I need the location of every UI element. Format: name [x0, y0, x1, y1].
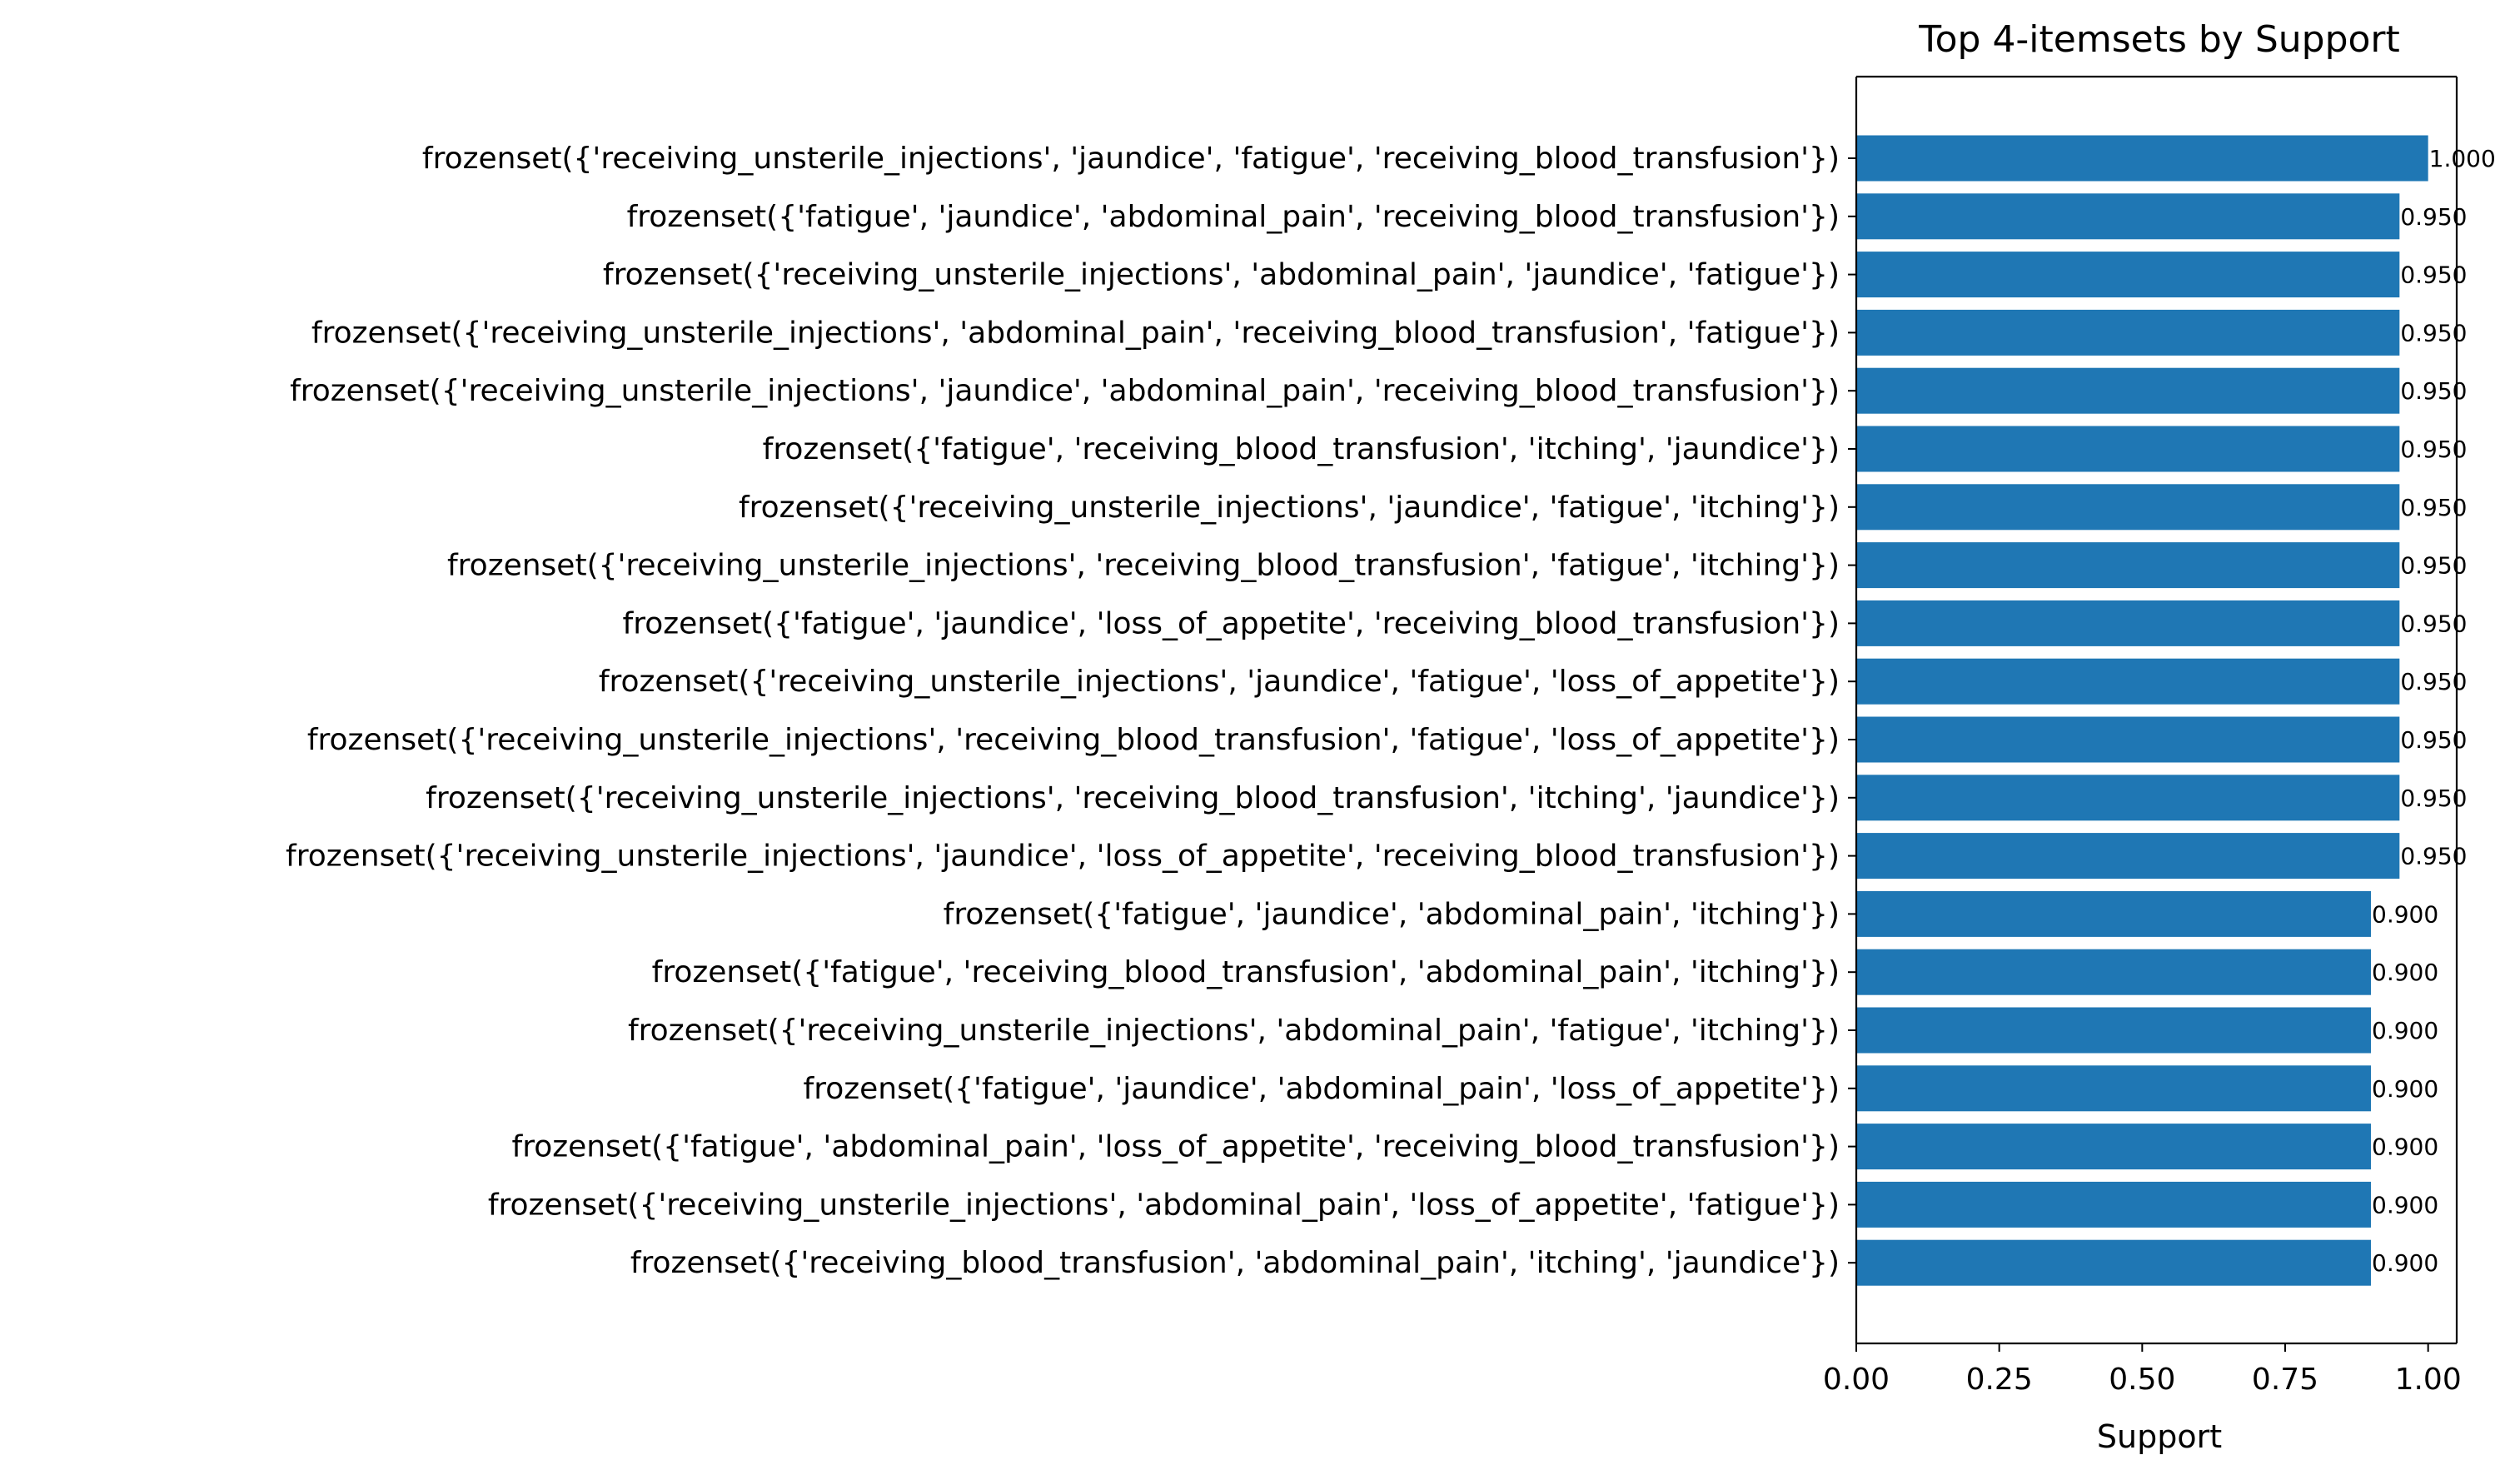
category-label: frozenset({'receiving_unsterile_injectio…	[599, 665, 1840, 699]
category-label: frozenset({'receiving_unsterile_injectio…	[290, 374, 1840, 408]
bar-value-label: 1.000	[2429, 145, 2496, 172]
category-label: frozenset({'receiving_unsterile_injectio…	[739, 491, 1840, 525]
bar-value-label: 0.900	[2372, 959, 2438, 986]
bar-5	[1856, 367, 2400, 414]
bar-value-label: 0.900	[2372, 1017, 2438, 1044]
category-label: frozenset({'receiving_unsterile_injectio…	[286, 840, 1840, 874]
bar-value-label: 0.900	[2372, 1134, 2438, 1161]
bar-1	[1856, 135, 2428, 182]
bar-7	[1856, 484, 2400, 531]
chart-title: Top 4-itemsets by Support	[1918, 18, 2400, 61]
bar-3	[1856, 252, 2400, 298]
bar-16	[1856, 1007, 2371, 1054]
bar-17	[1856, 1065, 2371, 1112]
bar-8	[1856, 542, 2400, 589]
category-label: frozenset({'receiving_unsterile_injectio…	[603, 258, 1840, 292]
category-label: frozenset({'fatigue', 'receiving_blood_t…	[652, 955, 1840, 989]
x-ticks-layer: 0.00 0.25 0.50 0.75 1.00	[1823, 1343, 2462, 1397]
category-label: frozenset({'receiving_unsterile_injectio…	[628, 1014, 1840, 1048]
x-tick-label: 0.75	[2252, 1363, 2318, 1397]
bar-value-label: 0.900	[2372, 1075, 2438, 1103]
bar-10	[1856, 658, 2400, 705]
x-tick-label: 1.00	[2395, 1363, 2462, 1397]
category-label: frozenset({'receiving_unsterile_injectio…	[311, 316, 1840, 350]
bar-20	[1856, 1239, 2371, 1286]
bar-13	[1856, 833, 2400, 880]
category-label: frozenset({'receiving_unsterile_injectio…	[488, 1188, 1840, 1222]
axes-layer	[1855, 75, 2458, 1345]
category-label: frozenset({'receiving_unsterile_injectio…	[426, 781, 1840, 815]
bar-value-label: 0.900	[2372, 1191, 2438, 1218]
x-tick-label: 0.50	[2109, 1363, 2175, 1397]
bar-6	[1856, 426, 2400, 472]
category-label: frozenset({'fatigue', 'jaundice', 'abdom…	[804, 1072, 1840, 1106]
bar-11	[1856, 716, 2400, 763]
bar-15	[1856, 949, 2371, 995]
category-label: frozenset({'fatigue', 'jaundice', 'abdom…	[627, 200, 1840, 234]
category-label: frozenset({'fatigue', 'receiving_blood_t…	[763, 432, 1840, 466]
bar-value-label: 0.900	[2372, 900, 2438, 928]
category-labels-layer: frozenset({'receiving_unsterile_injectio…	[286, 142, 1856, 1280]
x-tick-label: 0.25	[1966, 1363, 2033, 1397]
category-label: frozenset({'fatigue', 'abdominal_pain', …	[512, 1130, 1840, 1164]
category-label: frozenset({'receiving_unsterile_injectio…	[422, 142, 1840, 176]
bar-value-label: 0.900	[2372, 1249, 2438, 1277]
category-label: frozenset({'receiving_blood_transfusion'…	[630, 1246, 1840, 1280]
category-label: frozenset({'fatigue', 'jaundice', 'abdom…	[944, 897, 1840, 931]
category-label: frozenset({'receiving_unsterile_injectio…	[307, 723, 1840, 757]
category-label: frozenset({'fatigue', 'jaundice', 'loss_…	[623, 606, 1840, 640]
bar-19	[1856, 1181, 2371, 1228]
bars-layer	[1856, 135, 2428, 1286]
bar-14	[1856, 890, 2371, 937]
x-tick-label: 0.00	[1823, 1363, 1890, 1397]
bar-18	[1856, 1124, 2371, 1170]
bar-2	[1856, 193, 2400, 240]
bar-4	[1856, 309, 2400, 356]
x-axis-title: Support	[2097, 1418, 2222, 1455]
bar-9	[1856, 600, 2400, 646]
category-label: frozenset({'receiving_unsterile_injectio…	[447, 549, 1840, 583]
bar-12	[1856, 775, 2400, 821]
